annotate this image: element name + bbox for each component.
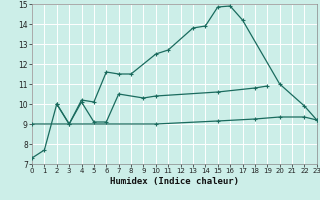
- X-axis label: Humidex (Indice chaleur): Humidex (Indice chaleur): [110, 177, 239, 186]
